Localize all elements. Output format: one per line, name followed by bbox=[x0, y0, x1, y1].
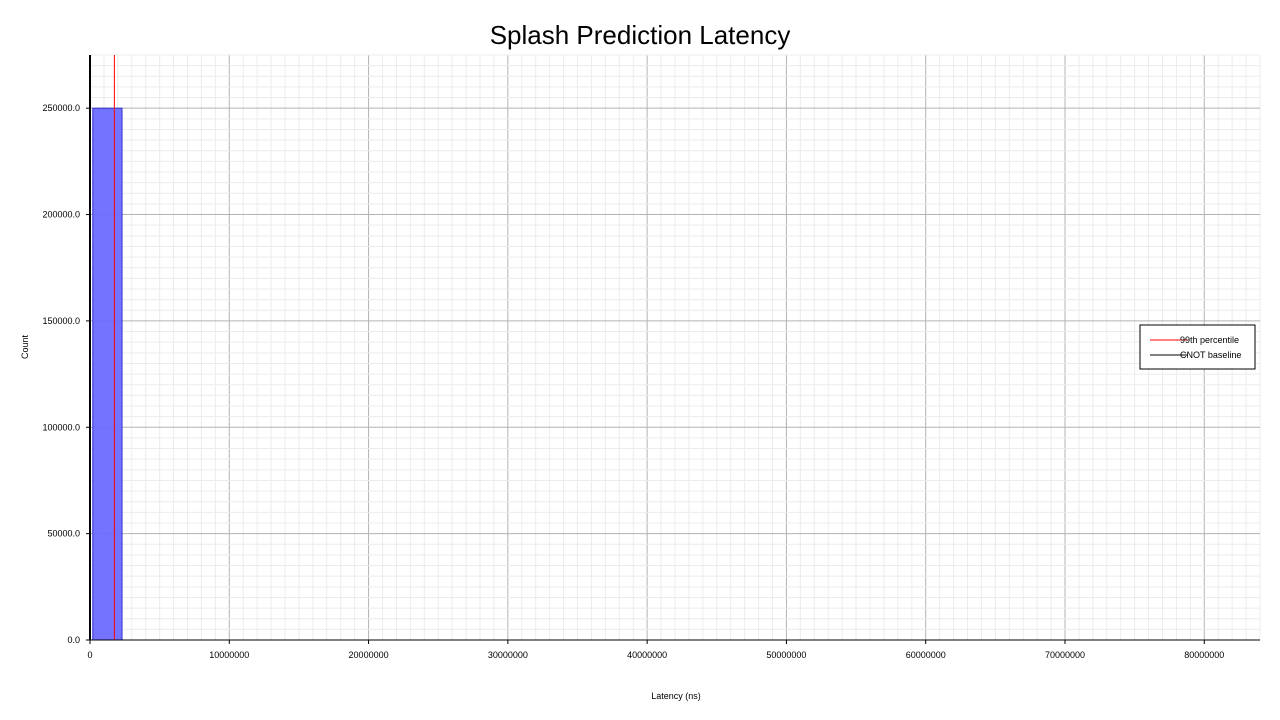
x-tick-label: 10000000 bbox=[209, 650, 249, 660]
x-tick-label: 60000000 bbox=[906, 650, 946, 660]
histogram-bar-0 bbox=[92, 107, 123, 641]
y-tick-label: 100000.0 bbox=[42, 422, 80, 432]
x-tick-label: 0 bbox=[87, 650, 92, 660]
y-tick-label: 0.0 bbox=[67, 635, 80, 645]
chart-title: Splash Prediction Latency bbox=[490, 20, 791, 50]
x-axis-ticks: 0 10000000 20000000 30000000 40000000 5000000… bbox=[87, 640, 1224, 660]
y-axis-label: Count bbox=[20, 335, 30, 360]
x-tick-label: 50000000 bbox=[766, 650, 806, 660]
y-tick-label: 200000.0 bbox=[42, 210, 80, 220]
x-tick-label: 20000000 bbox=[349, 650, 389, 660]
legend: 99th percentile CNOT baseline bbox=[1139, 324, 1256, 370]
x-tick-label: 70000000 bbox=[1045, 650, 1085, 660]
legend-box bbox=[1139, 324, 1256, 370]
x-tick-label: 30000000 bbox=[488, 650, 528, 660]
x-axis-label: Latency (ns) bbox=[651, 691, 701, 701]
legend-label-0: 99th percentile bbox=[1180, 335, 1239, 345]
y-tick-label: 150000.0 bbox=[42, 316, 80, 326]
y-tick-label: 50000.0 bbox=[47, 529, 80, 539]
y-tick-label: 250000.0 bbox=[42, 103, 80, 113]
x-tick-label: 80000000 bbox=[1184, 650, 1224, 660]
legend-label-1: CNOT baseline bbox=[1180, 350, 1241, 360]
y-axis-ticks: 0.0 50000.0 100000.0 150000.0 200000.0 250000… bbox=[42, 103, 90, 645]
x-tick-label: 40000000 bbox=[627, 650, 667, 660]
grid bbox=[89, 54, 1261, 641]
histogram-bars bbox=[92, 107, 123, 641]
